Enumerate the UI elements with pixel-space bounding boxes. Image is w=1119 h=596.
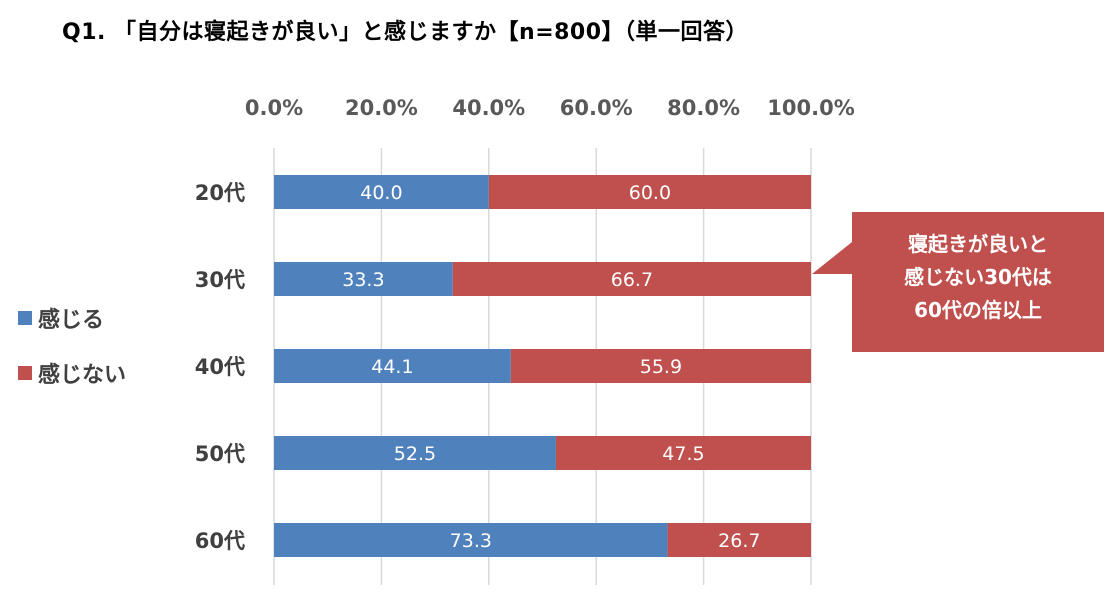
bar-segment [510,349,811,383]
bar-segment [274,349,511,383]
data-label: 66.7 [611,269,653,291]
category-label: 60代 [195,529,245,553]
chart-title: Q1. 「自分は寝起きが良い」と感じますか【n=800】（単一回答） [62,20,749,45]
bar-segment [488,175,811,209]
legend-swatch-feel [18,311,32,325]
legend-label-not-feel: 感じない [38,363,127,388]
callout-line: 感じない30代は [904,265,1052,289]
data-label: 33.3 [342,269,384,291]
category-label: 30代 [195,268,245,292]
callout-box [812,212,1104,352]
data-label: 60.0 [629,182,671,204]
bar-segment [452,262,811,296]
data-label: 40.0 [360,182,402,204]
callout-line: 60代の倍以上 [914,298,1042,322]
data-label: 55.9 [640,356,682,378]
data-label: 26.7 [718,530,760,552]
x-tick-label: 80.0% [667,96,740,120]
bar-segment [274,262,453,296]
legend-item-feel: 感じる [18,302,104,334]
bar-segment [274,523,668,557]
callout-text: 寝起きが良いと 感じない30代は 60代の倍以上 [852,228,1104,327]
x-tick-label: 20.0% [345,96,418,120]
legend-item-not-feel: 感じない [18,357,126,389]
bar-segment [274,436,556,470]
bar-segment [274,175,489,209]
x-tick-label: 40.0% [452,96,525,120]
data-label: 47.5 [662,443,704,465]
legend-label-feel: 感じる [38,308,105,333]
category-label: 20代 [195,181,245,205]
bar-segment [555,436,811,470]
data-label: 52.5 [394,443,436,465]
callout-line: 寝起きが良いと [908,232,1048,256]
data-label: 44.1 [371,356,413,378]
category-label: 40代 [195,355,245,379]
data-label: 73.3 [450,530,492,552]
x-tick-label: 100.0% [767,96,854,120]
x-tick-label: 0.0% [245,96,303,120]
category-label: 50代 [195,442,245,466]
x-tick-label: 60.0% [560,96,633,120]
legend-swatch-not-feel [18,366,32,380]
bar-segment [667,523,811,557]
